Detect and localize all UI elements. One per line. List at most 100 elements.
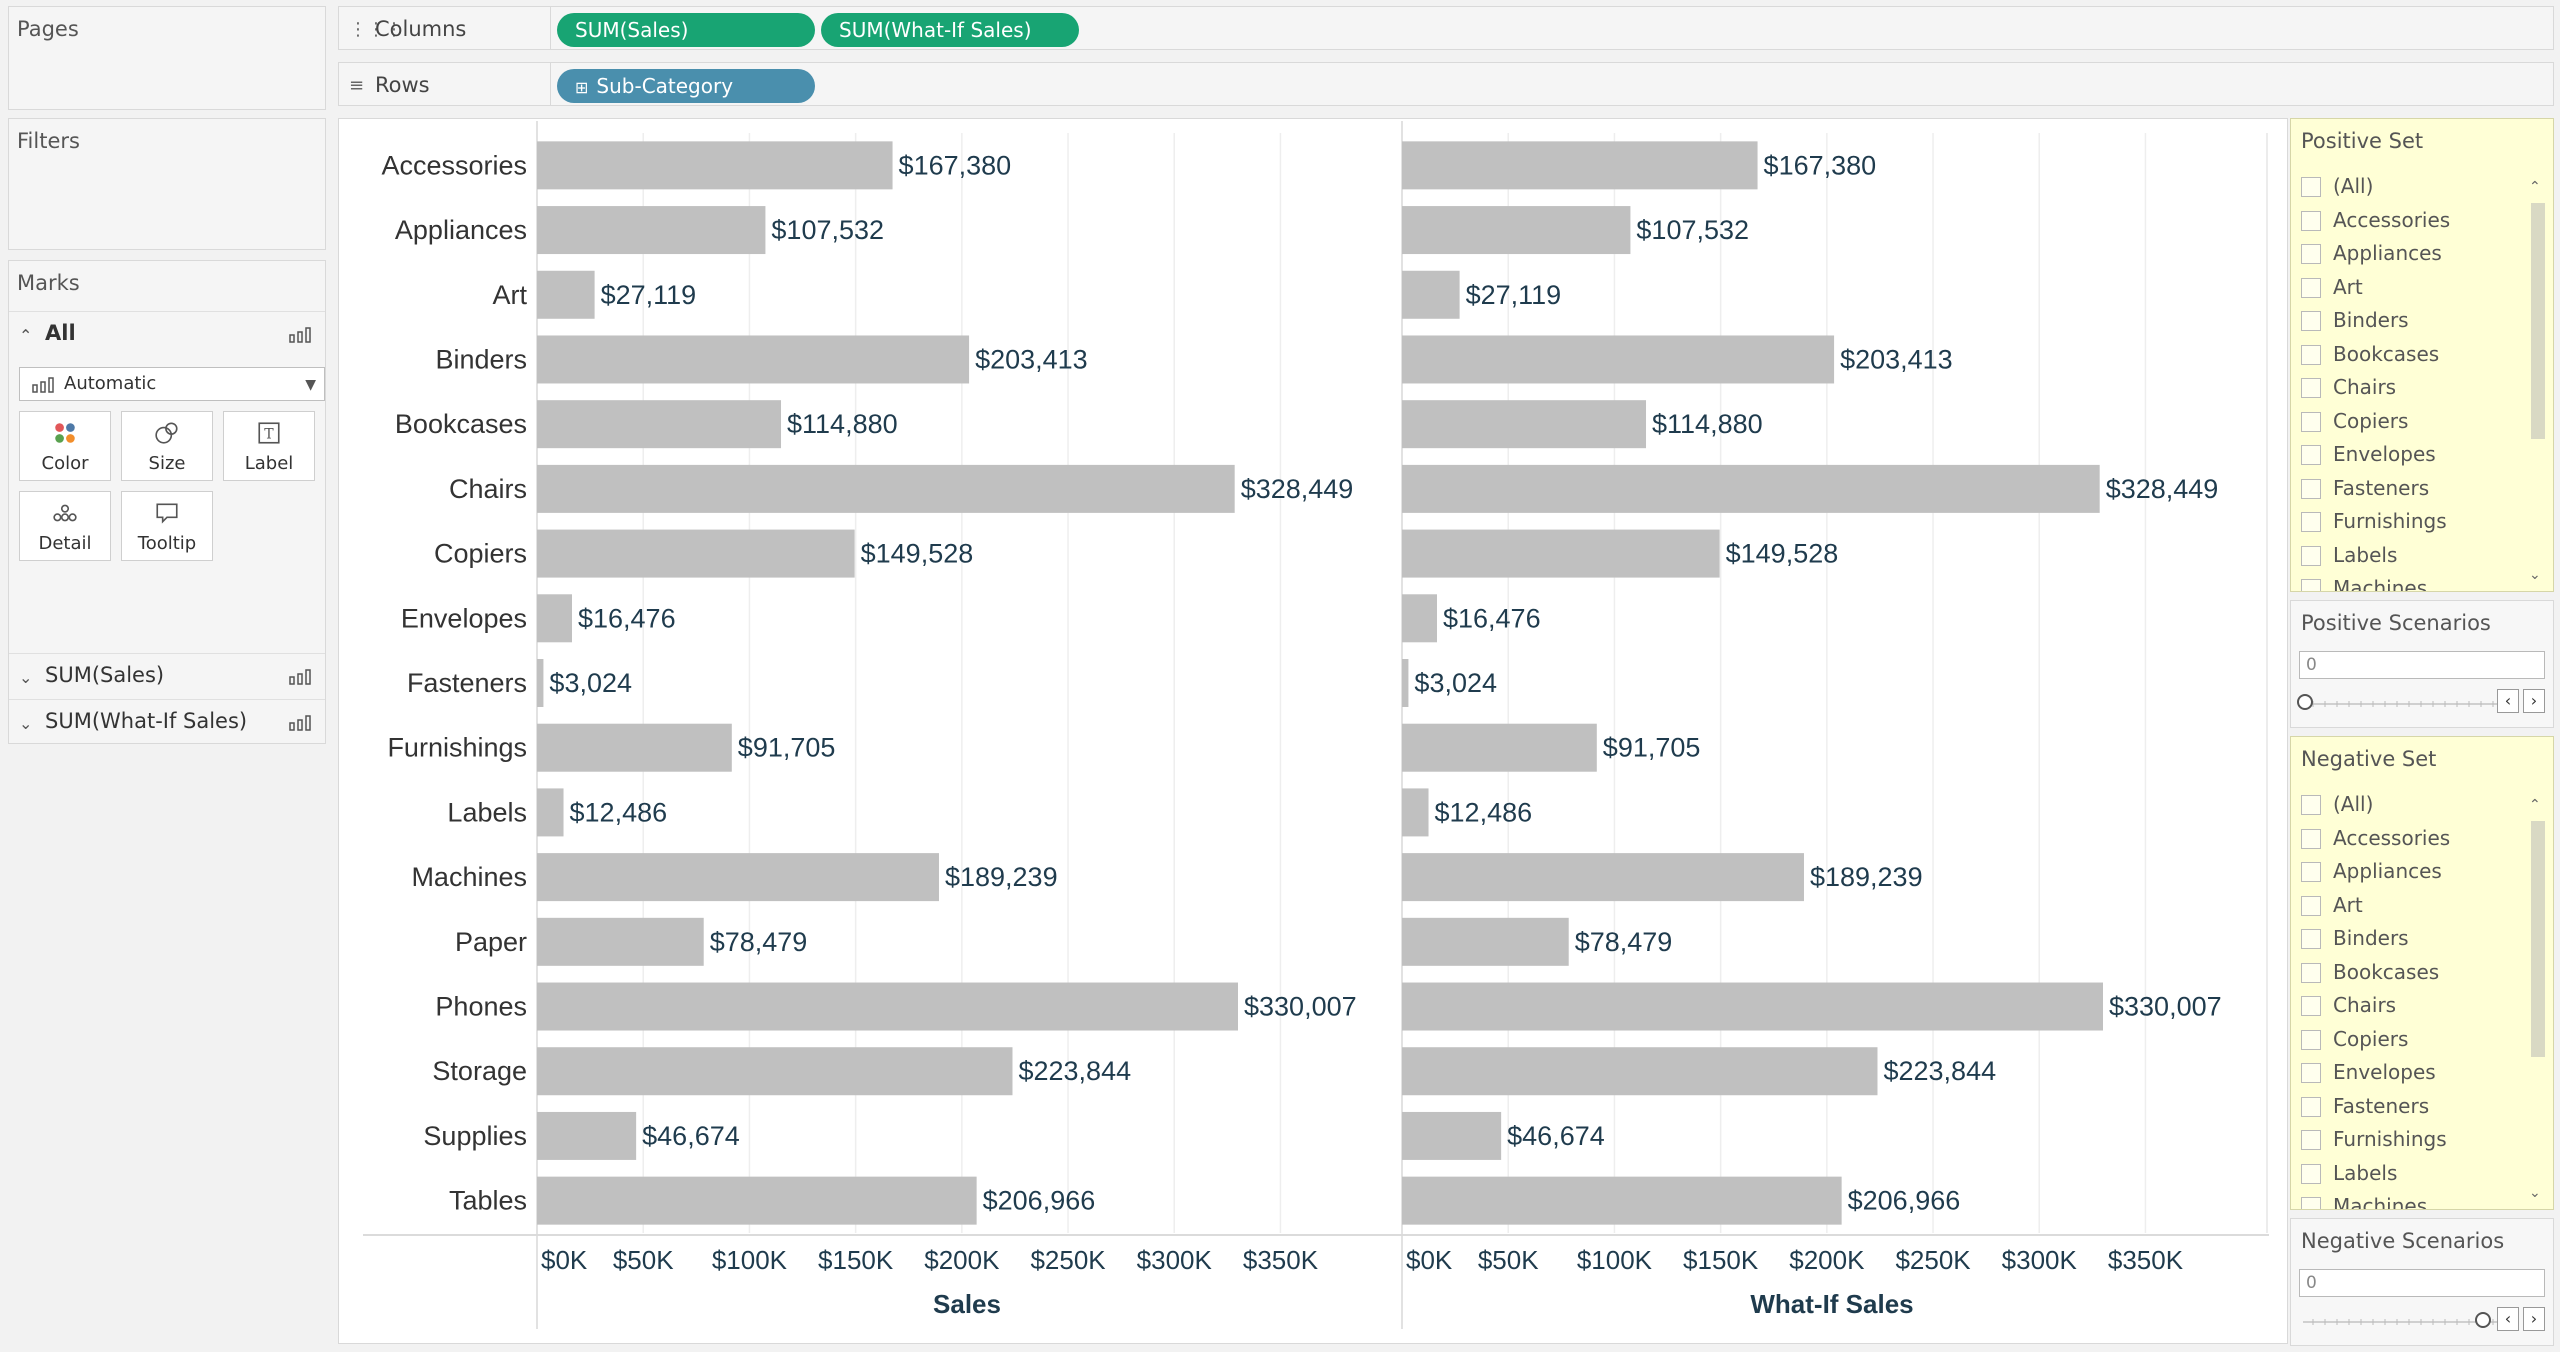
positive-set-filter[interactable]: Positive Set (All) Accessories Appliances A… [2290,118,2554,592]
checkbox[interactable] [2301,795,2321,815]
checkbox[interactable] [2301,344,2321,365]
checkbox-label: Accessories [2333,825,2451,850]
scroll-down-icon[interactable]: ⌄ [2529,1185,2541,1201]
pill-sub-category[interactable]: ⊞ Sub-Category [557,69,815,103]
checkbox[interactable] [2301,277,2321,298]
checkbox[interactable] [2301,478,2321,499]
checkbox-item[interactable]: Furnishings [2301,1124,2531,1158]
checkbox[interactable] [2301,1130,2321,1150]
checkbox-item[interactable]: Art [2301,890,2531,924]
checkbox-item[interactable]: Appliances [2301,856,2531,890]
negative-set-filter[interactable]: Negative Set (All) Accessories Appliances A… [2290,736,2554,1210]
size-button[interactable]: Size [121,411,213,481]
checkbox-item[interactable]: Copiers [2301,1024,2531,1058]
checkbox[interactable] [2301,445,2321,465]
decrement-button[interactable]: ‹ [2497,1307,2519,1331]
label-button[interactable]: T Label [223,411,315,481]
pill-sum-sales[interactable]: SUM(Sales) [557,13,815,47]
slider-knob[interactable] [2297,694,2313,710]
checkbox-item[interactable]: (All) [2301,789,2531,823]
detail-button[interactable]: Detail [19,491,111,561]
chevron-down-icon[interactable]: ⌄ [19,714,33,733]
negative-set-scrollbar[interactable]: ⌃ ⌄ [2527,793,2549,1203]
increment-button[interactable]: › [2523,1307,2545,1331]
increment-button[interactable]: › [2523,689,2545,713]
measure-row-sales[interactable]: ⌄ SUM(Sales) [9,653,325,699]
checkbox[interactable] [2301,311,2321,331]
checkbox-item[interactable]: Envelopes [2301,1057,2531,1091]
checkbox[interactable] [2301,1163,2321,1184]
slider-track[interactable] [2303,699,2499,709]
checkbox[interactable] [2301,244,2321,264]
checkbox-item[interactable]: Chairs [2301,372,2531,406]
bar-chart[interactable]: $0K $50K $100K $150K $200K $250K $300K $350K Sal… [339,119,2287,1343]
pages-panel[interactable]: Pages [8,6,326,110]
checkbox-item[interactable]: Art [2301,272,2531,306]
bar [537,723,732,772]
checkbox[interactable] [2301,512,2321,532]
checkbox[interactable] [2301,545,2321,566]
color-button[interactable]: Color [19,411,111,481]
checkbox-item[interactable]: Accessories [2301,823,2531,857]
checkbox[interactable] [2301,996,2321,1016]
scroll-thumb[interactable] [2531,821,2545,1057]
scroll-up-icon[interactable]: ⌃ [2529,797,2541,813]
checkbox[interactable] [2301,929,2321,949]
checkbox[interactable] [2301,411,2321,432]
checkbox[interactable] [2301,1029,2321,1050]
chart-area[interactable]: $0K $50K $100K $150K $200K $250K $300K $350K Sal… [338,118,2288,1344]
chevron-up-icon[interactable]: ⌃ [19,326,33,345]
positive-scenarios-input[interactable]: 0 [2299,651,2545,679]
checkbox-item[interactable]: Furnishings [2301,506,2531,540]
checkbox-item[interactable]: Copiers [2301,406,2531,440]
checkbox-item[interactable]: Machines [2301,573,2531,591]
checkbox[interactable] [2301,828,2321,849]
bar [537,1176,977,1225]
scroll-up-icon[interactable]: ⌃ [2529,179,2541,195]
checkbox-item[interactable]: Machines [2301,1191,2531,1209]
checkbox-label: Appliances [2333,241,2442,265]
checkbox[interactable] [2301,895,2321,916]
checkbox[interactable] [2301,862,2321,882]
scroll-down-icon[interactable]: ⌄ [2529,567,2541,583]
checkbox[interactable] [2301,210,2321,231]
mark-type-dropdown[interactable]: Automatic ▼ [19,367,325,401]
slider-knob[interactable] [2475,1312,2491,1328]
checkbox-item[interactable]: Fasteners [2301,473,2531,507]
rows-shelf[interactable]: ≡ Rows ⊞ Sub-Category [338,62,2554,106]
checkbox[interactable] [2301,378,2321,398]
checkbox-label: Bookcases [2333,959,2440,984]
category-label: Supplies [423,1121,527,1151]
checkbox-item[interactable]: Binders [2301,305,2531,339]
measure-row-whatif-sales[interactable]: ⌄ SUM(What-If Sales) [9,699,325,745]
negative-scenarios-input[interactable]: 0 [2299,1269,2545,1297]
checkbox-item[interactable]: Chairs [2301,990,2531,1024]
decrement-button[interactable]: ‹ [2497,689,2519,713]
chevron-down-icon[interactable]: ⌄ [19,668,33,687]
checkbox[interactable] [2301,579,2321,591]
checkbox[interactable] [2301,177,2321,197]
checkbox[interactable] [2301,962,2321,983]
checkbox-item[interactable]: Bookcases [2301,957,2531,991]
columns-shelf[interactable]: ⋮⋮⋮ Columns SUM(Sales) SUM(What-If Sales… [338,6,2554,50]
checkbox-item[interactable]: Bookcases [2301,339,2531,373]
checkbox-item[interactable]: Accessories [2301,205,2531,239]
tooltip-button[interactable]: Tooltip [121,491,213,561]
checkbox[interactable] [2301,1197,2321,1209]
checkbox-item[interactable]: Appliances [2301,238,2531,272]
checkbox-item[interactable]: Fasteners [2301,1091,2531,1125]
checkbox[interactable] [2301,1063,2321,1083]
checkbox-item[interactable]: (All) [2301,171,2531,205]
marks-all-row[interactable]: ⌃ All [9,311,325,357]
checkbox-item[interactable]: Envelopes [2301,439,2531,473]
scroll-thumb[interactable] [2531,203,2545,439]
checkbox-item[interactable]: Binders [2301,923,2531,957]
bar-value-label: $206,966 [983,1186,1096,1216]
pill-sum-whatif-sales[interactable]: SUM(What-If Sales) [821,13,1079,47]
filters-panel[interactable]: Filters [8,118,326,250]
checkbox[interactable] [2301,1096,2321,1117]
slider-track[interactable] [2303,1317,2499,1327]
positive-set-scrollbar[interactable]: ⌃ ⌄ [2527,175,2549,585]
checkbox-item[interactable]: Labels [2301,1158,2531,1192]
checkbox-item[interactable]: Labels [2301,540,2531,574]
